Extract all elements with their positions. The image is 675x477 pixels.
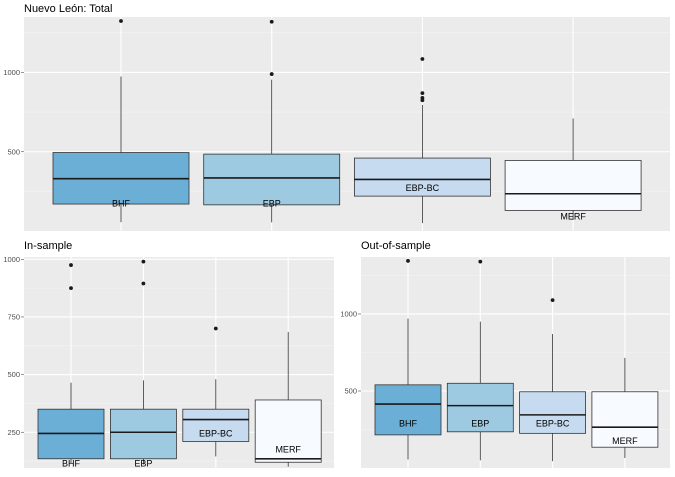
box-body	[254, 399, 322, 463]
box-bhf: BHF	[52, 19, 190, 223]
panel-out-of-sample: Out-of-sample 500 1000 BHF EBP EBP-BC MERF	[340, 240, 670, 468]
box-ebp-bc: EBP-BC	[182, 326, 250, 457]
box-ebp-bc: EBP-BC	[353, 57, 491, 224]
box-label: EBP-BC	[406, 183, 440, 193]
box-body	[182, 408, 250, 442]
outlier-point	[69, 286, 73, 291]
box-label: EBP	[134, 458, 152, 468]
y-tick-label: 1000	[3, 255, 20, 264]
box-label: BHF	[112, 198, 131, 208]
box-body	[446, 382, 514, 433]
box-body	[203, 153, 341, 206]
y-tick-label: 1000	[3, 68, 20, 77]
y-tick-label: 500	[7, 370, 20, 379]
outlier-point	[420, 91, 425, 95]
box-body	[110, 408, 177, 460]
box-body	[374, 384, 442, 436]
panel-title: Nuevo León: Total	[24, 3, 112, 15]
outlier-point	[141, 259, 146, 264]
y-tick-label: 500	[344, 387, 357, 396]
box-ebp-bc: EBP-BC	[519, 298, 586, 462]
box-ebp: EBP	[446, 259, 514, 461]
panel-title: In-sample	[24, 240, 72, 252]
outlier-point	[406, 258, 410, 263]
outlier-point	[269, 19, 274, 24]
box-body	[504, 160, 642, 211]
y-tick-label: 500	[7, 147, 20, 156]
box-label: MERF	[275, 445, 301, 455]
box-bhf: BHF	[37, 263, 105, 468]
outlier-point	[420, 57, 425, 61]
box-label: EBP	[263, 198, 281, 208]
box-label: MERF	[560, 212, 586, 222]
y-tick-label: 750	[7, 313, 20, 322]
outlier-point	[550, 298, 555, 303]
y-tick-label: 250	[7, 428, 20, 437]
box-label: BHF	[62, 458, 81, 468]
outlier-point	[269, 72, 274, 76]
box-ebp: EBP	[110, 259, 177, 468]
box-label: EBP-BC	[536, 418, 570, 428]
box-bhf: BHF	[374, 258, 442, 460]
outlier-point	[69, 263, 73, 267]
outlier-point	[213, 326, 218, 331]
panel-total: Nuevo León: Total 500 1000 BHF EBP EBP-BC MERF	[3, 3, 670, 231]
box-merf: MERF	[591, 357, 659, 458]
box-label: BHF	[399, 418, 418, 428]
box-body	[591, 391, 659, 448]
outlier-point	[478, 259, 483, 264]
outlier-point	[420, 98, 425, 103]
panel-in-sample: In-sample 250 500 750 1000 BHF EBP EBP-BC MERF	[3, 240, 334, 468]
box-merf: MERF	[254, 331, 322, 467]
box-body	[519, 391, 586, 434]
outlier-point	[119, 19, 123, 23]
box-label: EBP-BC	[199, 428, 233, 438]
box-body	[353, 157, 491, 197]
outlier-point	[141, 281, 146, 286]
y-tick-label: 1000	[340, 310, 357, 319]
box-merf: MERF	[504, 118, 642, 222]
panel-title: Out-of-sample	[361, 240, 431, 252]
box-ebp: EBP	[203, 19, 341, 223]
box-label: EBP	[471, 418, 489, 428]
box-label: MERF	[612, 436, 638, 446]
